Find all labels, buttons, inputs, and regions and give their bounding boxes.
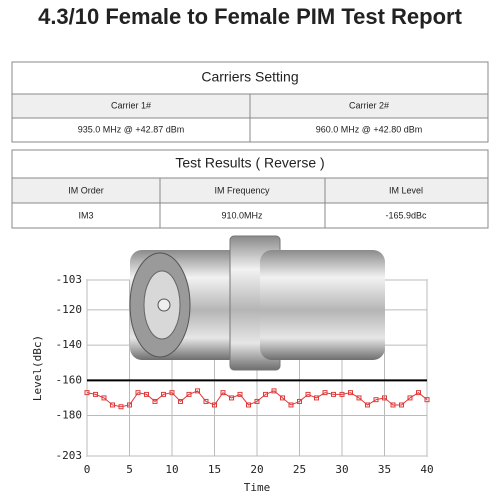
- column-header: [11, 93, 251, 119]
- y-tick-label: -203: [56, 449, 83, 462]
- data-point: [322, 390, 328, 396]
- data-point: [314, 395, 319, 401]
- x-tick-label: 20: [250, 463, 263, 476]
- column-label: IM Frequency: [214, 185, 270, 195]
- data-point: [373, 397, 379, 403]
- table-header: [11, 61, 489, 95]
- table-header: [11, 149, 489, 179]
- data-point: [348, 390, 353, 396]
- data-point: [169, 390, 175, 396]
- x-tick-label: 30: [335, 463, 348, 476]
- data-point: [331, 391, 336, 397]
- data-point: [237, 391, 243, 397]
- column-label: IM Level: [389, 185, 423, 195]
- data-point: [101, 395, 107, 401]
- data-point: [127, 402, 132, 408]
- data-point: [271, 388, 277, 394]
- table-title: Carriers Setting: [201, 69, 298, 85]
- data-point: [178, 398, 183, 404]
- data-point: [118, 404, 124, 410]
- data-point: [399, 402, 404, 408]
- connector-body: [260, 250, 385, 360]
- data-point: [195, 388, 200, 394]
- column-label: Carrier 1#: [111, 100, 151, 110]
- data-point: [407, 395, 413, 401]
- data-point: [263, 391, 268, 397]
- y-axis-label: Level(dBc): [31, 335, 44, 401]
- table-cell: [11, 202, 161, 229]
- y-tick-label: -103: [56, 273, 83, 286]
- data-point: [365, 402, 370, 408]
- data-point: [280, 395, 285, 401]
- data-point: [110, 402, 115, 408]
- data-point: [212, 402, 217, 408]
- y-tick-label: -140: [56, 338, 83, 351]
- data-point: [390, 402, 396, 408]
- y-tick-label: -120: [56, 303, 83, 316]
- x-axis-label: Time: [244, 481, 271, 494]
- y-tick-label: -180: [56, 409, 83, 422]
- data-point: [356, 395, 362, 401]
- x-tick-label: 10: [165, 463, 178, 476]
- data-point: [416, 390, 421, 396]
- x-tick-label: 5: [126, 463, 133, 476]
- cell-text: -165.9dBc: [385, 210, 427, 220]
- connector-pin: [157, 298, 171, 312]
- data-point: [186, 391, 192, 397]
- data-point: [84, 390, 90, 396]
- data-point: [220, 390, 226, 396]
- cell-text: 960.0 MHz @ +42.80 dBm: [316, 124, 422, 134]
- cell-text: IM3: [78, 210, 93, 220]
- column-header: [159, 177, 326, 204]
- data-point: [246, 402, 251, 408]
- x-tick-label: 35: [378, 463, 391, 476]
- page-title: 4.3/10 Female to Female PIM Test Report: [38, 4, 463, 29]
- data-point: [382, 395, 387, 401]
- table-cell: [249, 117, 489, 143]
- data-point: [339, 391, 345, 397]
- carriers-table: Carriers Setting Carrier 1# Carrier 2# 9…: [11, 61, 489, 143]
- table-title: Test Results ( Reverse ): [175, 155, 324, 171]
- data-point: [288, 402, 294, 408]
- x-tick-label: 15: [208, 463, 221, 476]
- data-point: [93, 391, 98, 397]
- x-tick-label: 40: [420, 463, 433, 476]
- data-point: [144, 391, 149, 397]
- data-point: [152, 398, 158, 404]
- x-tick-label: 0: [84, 463, 91, 476]
- cell-text: 935.0 MHz @ +42.87 dBm: [78, 124, 184, 134]
- data-point: [203, 398, 209, 404]
- x-tick-label: 25: [293, 463, 306, 476]
- data-point: [424, 397, 430, 403]
- data-point: [135, 390, 141, 396]
- y-tick-label: -160: [56, 373, 83, 386]
- table-cell: [324, 202, 489, 229]
- data-line: [86, 390, 428, 408]
- results-table: Test Results ( Reverse ) IM Order IM Fre…: [11, 149, 489, 229]
- cell-text: 910.0MHz: [221, 210, 263, 220]
- data-point: [297, 398, 302, 404]
- data-point: [161, 391, 166, 397]
- product-photo: [129, 235, 385, 371]
- column-label: IM Order: [68, 185, 104, 195]
- data-point: [305, 391, 311, 397]
- data-point: [229, 395, 234, 401]
- data-point: [254, 398, 260, 404]
- column-label: Carrier 2#: [349, 100, 389, 110]
